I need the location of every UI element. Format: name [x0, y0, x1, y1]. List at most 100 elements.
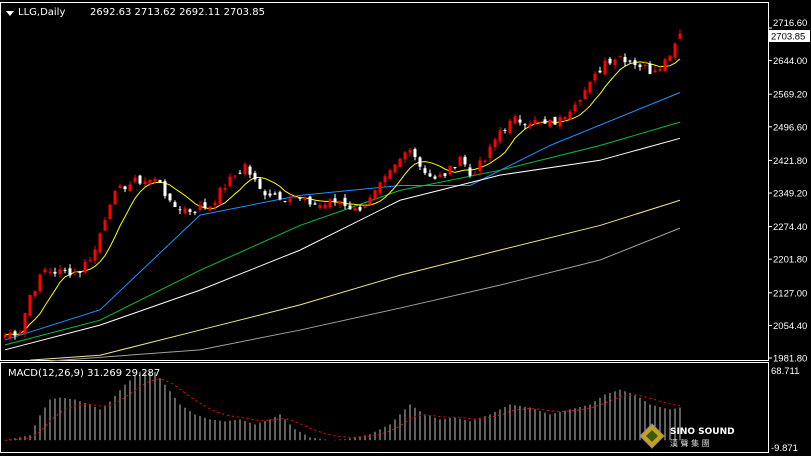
candle-body [53, 271, 57, 274]
candle-body [658, 68, 662, 71]
main-pane-border [0, 2, 769, 361]
candle-body [343, 197, 347, 206]
candle-body [358, 206, 362, 211]
candle-body [633, 60, 637, 66]
candle-body [13, 331, 17, 336]
candle-body [488, 146, 492, 159]
candle-body [153, 178, 157, 182]
candle-body [113, 190, 117, 205]
candle-body [138, 175, 142, 184]
candle-body [608, 58, 612, 64]
candle-body [63, 269, 67, 271]
macd-pane-border [0, 362, 769, 453]
collapse-triangle-icon[interactable] [6, 11, 14, 16]
candle-body [168, 193, 172, 201]
ma-line [4, 121, 681, 346]
candle-body [313, 203, 317, 205]
candle-body [258, 178, 262, 189]
ma-short-line [4, 58, 681, 336]
candle-body [663, 59, 667, 72]
moving-averages [4, 58, 681, 362]
candle-body [223, 188, 227, 190]
candle-body [83, 261, 87, 273]
candle-body [438, 174, 442, 177]
price-tick-label: 2496.60 [773, 122, 807, 133]
price-axis: 2716.60 2644.00 2569.20 2496.60 2421.80 2349.… [768, 18, 807, 365]
candle-body [88, 260, 92, 262]
candle-body [468, 167, 472, 176]
candle-body [18, 332, 22, 335]
candle-body [208, 206, 212, 211]
candle-body [68, 268, 72, 276]
candle-body [593, 73, 597, 81]
candles [3, 29, 682, 341]
candle-body [408, 150, 412, 153]
candle-body [193, 211, 197, 213]
candle-body [463, 156, 467, 165]
candle-body [653, 70, 657, 73]
candle-body [248, 166, 252, 175]
candle-body [498, 130, 502, 142]
candle-body [613, 59, 617, 65]
candle-body [473, 174, 477, 176]
candle-body [603, 60, 607, 75]
candle-body [618, 55, 622, 57]
candle-body [443, 173, 447, 176]
candle-body [283, 200, 287, 202]
candle-body [503, 129, 507, 131]
candle-body [588, 82, 592, 93]
candle-body [528, 123, 532, 127]
candle-body [93, 249, 97, 261]
candle-body [243, 164, 247, 174]
candle-body [38, 274, 42, 292]
logo-sub: 漢 聲 集 團 [670, 438, 710, 448]
candle-body [678, 33, 682, 39]
price-tick-label: 2274.40 [773, 222, 807, 233]
candle-body [23, 313, 27, 334]
candle-body [238, 172, 242, 174]
candle-body [228, 176, 232, 187]
candle-body [578, 100, 582, 102]
candle-body [423, 168, 427, 174]
candle-body [348, 205, 352, 210]
price-tick-label: 2054.40 [773, 321, 807, 332]
candle-body [323, 204, 327, 209]
candle-body [508, 120, 512, 134]
candle-body [638, 64, 642, 68]
candle-body [178, 209, 182, 211]
symbol-label: LLG,Daily [18, 7, 65, 18]
candle-body [543, 119, 547, 124]
candle-body [373, 190, 377, 200]
candle-body [538, 121, 542, 123]
candle-body [393, 164, 397, 173]
candle-body [28, 294, 32, 316]
candle-body [368, 197, 372, 205]
candle-body [58, 269, 62, 274]
macd-signal-line [4, 378, 681, 441]
candle-body [338, 200, 342, 205]
candle-body [403, 152, 407, 160]
candle-body [628, 60, 632, 62]
macd-axis-min: -9.871 [771, 443, 798, 454]
candle-body [143, 181, 147, 185]
candle-body [558, 117, 562, 127]
candle-body [123, 186, 127, 190]
candle-body [433, 176, 437, 179]
candle-body [583, 90, 587, 100]
last-price-label: 2703.85 [771, 32, 805, 43]
candle-body [478, 160, 482, 172]
candle-body [218, 187, 222, 205]
candle-body [3, 335, 7, 338]
candle-body [518, 119, 522, 123]
candle-body [133, 177, 137, 182]
candle-body [573, 104, 577, 112]
candle-body [383, 176, 387, 183]
candle-body [458, 156, 462, 167]
candle-body [483, 160, 487, 163]
candle-body [418, 157, 422, 167]
candle-body [563, 117, 567, 120]
candle-body [233, 175, 237, 177]
ohlc-readout: 2692.63 2713.62 2692.11 2703.85 [90, 7, 265, 18]
candle-body [333, 198, 337, 202]
